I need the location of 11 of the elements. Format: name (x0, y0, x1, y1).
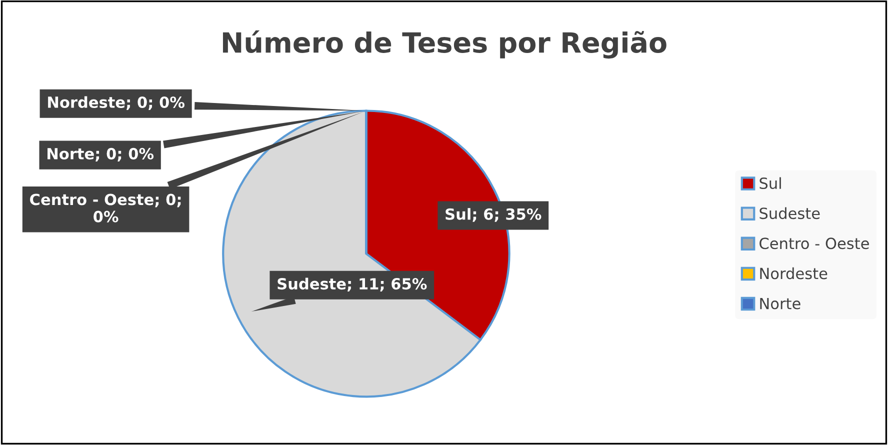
text: Nordeste; 0; 0% (48, 96, 184, 110)
legend-label: Sul (760, 177, 781, 190)
legend-label: Nordeste (760, 267, 828, 280)
legend-label: Sudeste (760, 207, 820, 220)
chart-title: Número de Teses por Região (222, 30, 666, 59)
text: Norte; 0; 0% (48, 148, 154, 162)
text: Centro - Oeste; 0; 0% (30, 194, 181, 222)
data-label: Sudeste; 11; 65% (278, 278, 427, 292)
legend-label: Centro - Oeste (760, 238, 869, 250)
legend-label: Norte (760, 298, 800, 310)
data-label: Sul; 6; 35% (446, 208, 542, 222)
